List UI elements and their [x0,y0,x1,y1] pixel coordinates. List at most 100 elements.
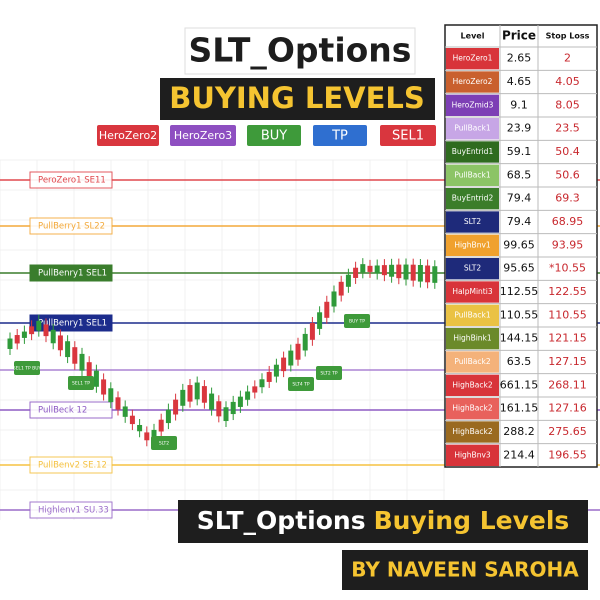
candle-body [43,324,49,337]
stop-loss: 127.16 [548,402,587,415]
candle-body [72,347,78,364]
byline-box [342,550,588,590]
candle-body [237,396,243,407]
price: 68.5 [507,168,532,181]
candle-body [79,353,85,371]
price: 2.65 [507,52,532,65]
level-label-box [29,314,113,332]
column-header: Level [461,32,485,41]
price: 288.2 [503,425,535,438]
candle-body [93,370,99,387]
level-cell [446,444,499,466]
candle-body [417,264,423,282]
candle-body [115,397,121,410]
level-name: HighBnv3 [454,450,491,459]
level-name: HeroZero2 [453,77,493,86]
level-cell [446,94,499,116]
stop-loss: *10.55 [549,262,586,275]
stop-loss: 23.5 [555,122,580,135]
level-label-box [29,217,113,235]
level-cell [446,211,499,233]
title: SLT_Options [189,31,412,70]
level-name: HeroZmid3 [452,100,494,109]
level-cell [446,304,499,326]
legend-label: HeroZero3 [174,129,232,142]
byline: BY NAVEEN SAROHA [351,558,579,582]
signal-tag-box [316,366,342,380]
price: 99.65 [503,238,535,251]
footer-title-accent: Buying Levels [374,506,570,535]
legend-button [380,125,436,146]
candle-body [367,265,373,272]
stop-loss: 69.3 [555,192,580,205]
candle-body [57,335,63,351]
candle-body [259,379,265,388]
legend-button [247,125,301,146]
level-name: BuyEntrid2 [452,194,494,203]
level-cell [446,164,499,186]
candle-body [281,357,287,372]
level-name: HalpMinti3 [452,287,492,296]
subtitle: BUYING LEVELS [169,81,425,115]
candle-body [410,264,416,281]
candle-body [317,312,323,329]
level-label: PullBenry1 SEL1 [38,319,107,329]
candle-body [425,265,431,283]
candle-body [266,371,272,382]
level-cell [446,71,499,93]
price: 161.15 [500,402,539,415]
candle-body [288,350,294,366]
candle-body [122,406,128,417]
level-name: HeroZero1 [453,54,493,63]
level-label: Highlenv1 SU.33 [38,506,109,516]
level-label-box [29,171,113,189]
candle-body [403,264,409,280]
price: 59.1 [507,145,532,158]
legend-label: HeroZero2 [99,129,157,142]
level-label: PullBerry1 SL22 [38,222,105,232]
level-name: HighBnv1 [454,240,491,249]
price: 79.4 [507,192,532,205]
candle-body [108,388,114,403]
price: 63.5 [507,355,532,368]
candle-body [7,338,13,349]
level-cell [446,281,499,303]
stop-loss: 122.55 [548,285,587,298]
level-name: PullBack1 [454,124,491,133]
stop-loss: 93.95 [552,238,584,251]
signal-tag: SLT4 TP [292,382,310,388]
level-label-box [29,264,113,282]
candle-body [230,401,236,415]
signal-tag-box [68,376,94,390]
candle-body [309,323,315,340]
legend-button [313,125,367,146]
candle-body [137,424,143,432]
footer-title-main: SLT_Options [197,506,366,535]
level-cell [446,188,499,210]
stop-loss: 196.55 [548,448,587,461]
candle-body [331,291,337,307]
level-name: HighBink1 [453,334,492,343]
candle-body [187,385,193,402]
signal-tag: SEL1 TP BUY [13,366,42,372]
candle-body [50,329,56,344]
stop-loss: 268.11 [548,378,587,391]
price: 95.65 [503,262,535,275]
candle-body [381,265,387,276]
level-label: PullBenry1 SEL1 [38,269,107,279]
column-header: Price [502,29,536,43]
candle-body [86,362,92,379]
footer-box [178,500,588,543]
stop-loss: 4.05 [555,75,580,88]
level-cell [446,258,499,280]
candle-body [216,401,222,417]
candle-body [245,391,251,400]
signal-tag: BUY TP [349,319,365,325]
level-cell [446,118,499,140]
level-cell [446,398,499,420]
footer-title: SLT_Options Buying Levels [197,506,570,535]
candle-body [432,266,438,283]
level-name: SLT2 [464,217,481,226]
candle-body [36,320,42,331]
candle-body [209,393,215,410]
